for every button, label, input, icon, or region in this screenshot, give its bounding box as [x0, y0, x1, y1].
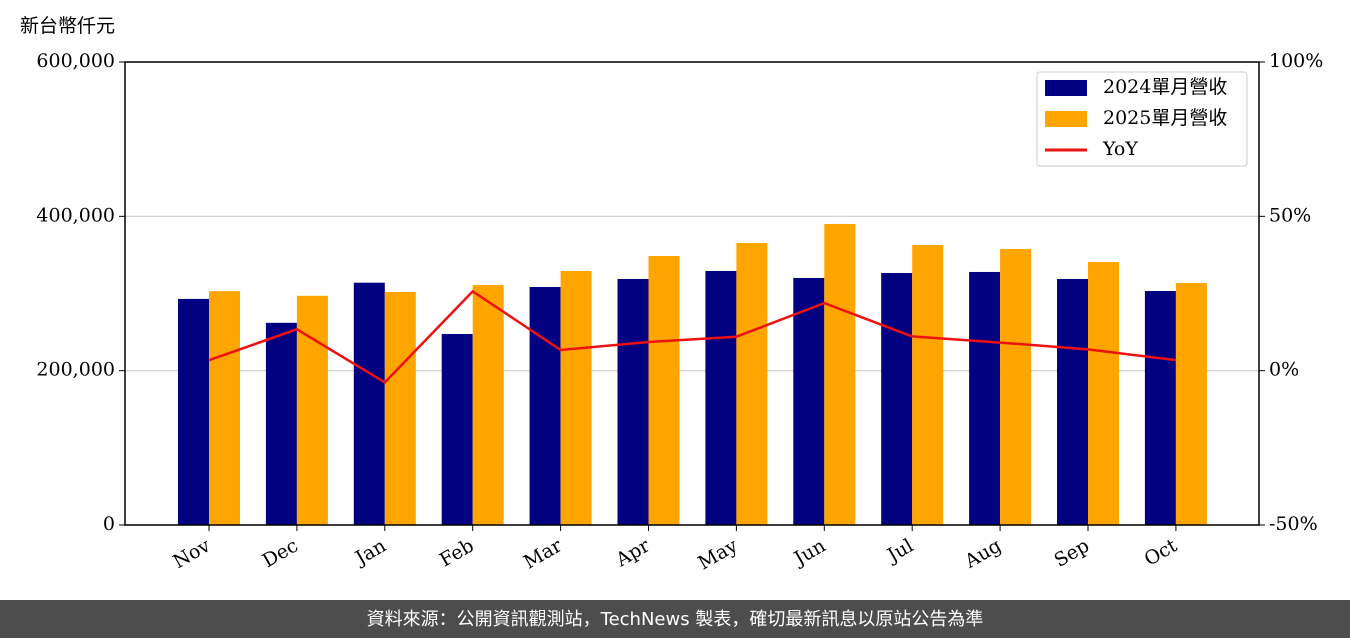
x-tick-label: Apr — [611, 534, 654, 571]
bar — [472, 285, 504, 525]
x-tick-label: Jul — [882, 535, 917, 568]
bar — [648, 255, 680, 525]
x-tick-label: Jun — [789, 535, 830, 571]
legend-swatch — [1045, 80, 1087, 96]
legend-box — [1036, 71, 1248, 167]
bar — [617, 278, 649, 525]
bar — [529, 287, 561, 525]
bar — [969, 271, 1001, 525]
bar — [736, 243, 768, 525]
x-tick-label: Jan — [350, 535, 390, 571]
bar — [881, 272, 913, 525]
bar — [1000, 248, 1032, 525]
x-tick-label: Aug — [960, 535, 1005, 574]
bar — [178, 298, 209, 525]
footer-text: 資料來源：公開資訊觀測站，TechNews 製表，確切最新訊息以原站公告為準 — [367, 609, 984, 630]
y-tick-label: 600,000 — [36, 50, 115, 72]
y-tick-label: 400,000 — [36, 204, 115, 226]
legend-label: YoY — [1102, 138, 1138, 160]
y2-tick-label: 0% — [1269, 359, 1299, 381]
y-tick-label: 200,000 — [36, 359, 115, 381]
y-axis-label: 新台幣仟元 — [20, 15, 115, 37]
y2-tick-label: 50% — [1269, 204, 1311, 226]
bar — [560, 270, 592, 525]
bar — [265, 322, 297, 525]
x-tick-label: Sep — [1050, 535, 1093, 572]
y2-tick-label: 100% — [1269, 50, 1323, 72]
legend-label: 2025單月營收 — [1103, 107, 1227, 129]
x-tick-label: Feb — [436, 535, 478, 572]
bar — [296, 295, 328, 525]
plot-frame — [124, 61, 1260, 526]
bar — [384, 291, 416, 525]
y-tick-label: 0 — [103, 513, 115, 535]
bar — [793, 277, 825, 525]
footer-bar — [0, 600, 1350, 638]
legend-label: 2024單月營收 — [1103, 76, 1227, 98]
bar — [1175, 283, 1207, 525]
x-tick-label: Mar — [520, 534, 566, 573]
x-tick-label: Oct — [1141, 534, 1182, 570]
legend-swatch — [1045, 111, 1087, 127]
bar — [353, 282, 385, 525]
bar — [1144, 291, 1176, 525]
bar — [912, 244, 944, 526]
bar — [441, 334, 473, 525]
x-tick-label: Nov — [169, 534, 214, 573]
x-tick-label: Dec — [259, 535, 302, 573]
x-tick-label: May — [694, 534, 741, 574]
bar — [705, 270, 737, 525]
bar — [209, 291, 240, 525]
yoy-line — [208, 289, 1177, 384]
bar — [1057, 278, 1088, 525]
bar — [1088, 262, 1119, 525]
bar — [824, 223, 856, 525]
y2-tick-label: -50% — [1269, 513, 1318, 535]
